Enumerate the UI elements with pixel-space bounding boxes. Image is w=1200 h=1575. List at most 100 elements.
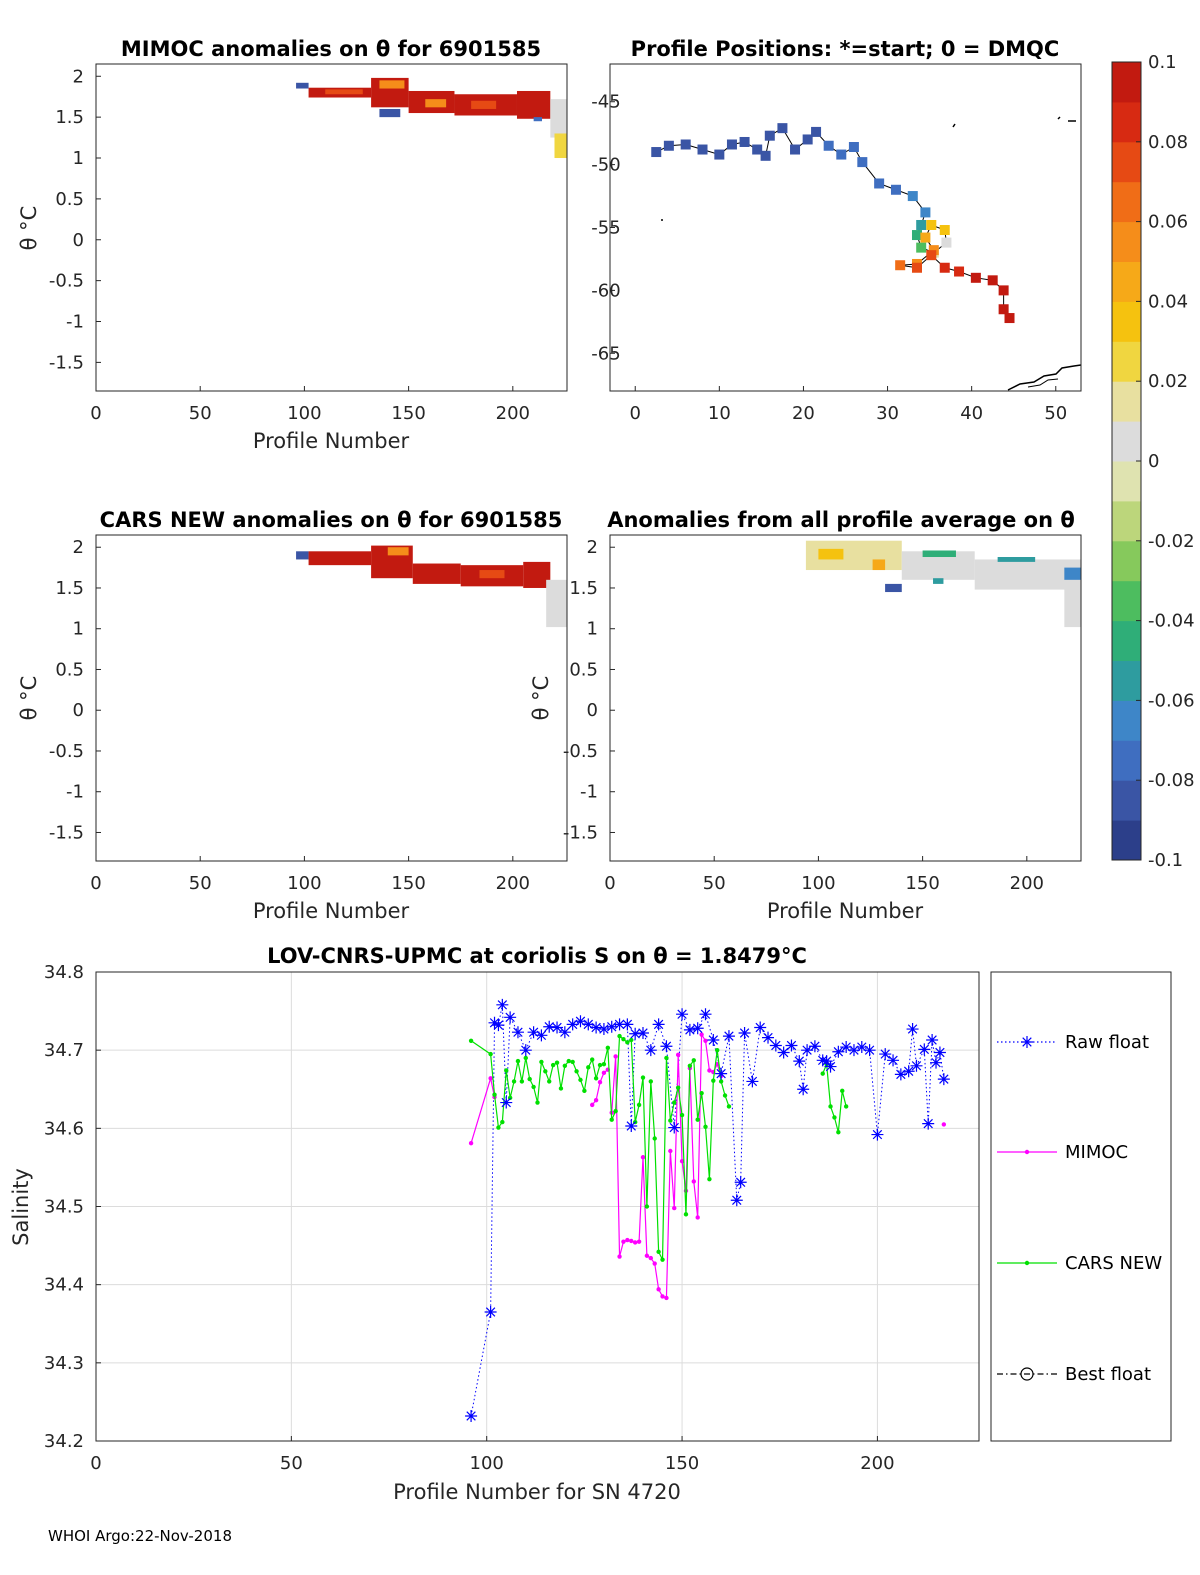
- positions-x-tick-label: 0: [630, 403, 641, 424]
- cars-new-point: [675, 1085, 681, 1090]
- cars-new-point: [550, 1062, 556, 1068]
- mimoc-point: [699, 1032, 704, 1037]
- mimoc-point: [621, 1239, 626, 1244]
- positions-x-ticks: 0 10 20 30 40 50: [630, 386, 1067, 424]
- profile-position-marker: [911, 230, 922, 241]
- cars-y-ticks: 2 1.5 1 0.5 0 -0.5 -1 -1.5: [49, 537, 101, 843]
- profile-position-marker: [726, 139, 737, 150]
- all-x-tick-label: 50: [703, 873, 726, 894]
- all-cell: [872, 559, 886, 571]
- raw-float-marker: [621, 1018, 634, 1031]
- panel-salinity: 0 50 100 150 200 34.834.734.634.534.434.334.…: [9, 944, 980, 1504]
- profile-position-marker: [760, 150, 771, 161]
- cars-new-point: [547, 1079, 552, 1084]
- mimoc-point: [636, 1239, 642, 1244]
- profile-position-marker: [970, 272, 981, 283]
- raw-float-marker: [738, 1026, 751, 1039]
- profile-position-marker: [663, 140, 674, 151]
- profile-position-marker: [823, 140, 834, 151]
- salinity-y-tick-label: 34.4: [44, 1275, 84, 1296]
- colorbar-tick-label: -0.1: [1148, 850, 1183, 871]
- cars-x-tick-label: 50: [189, 873, 212, 894]
- raw-float-marker: [636, 1026, 649, 1039]
- all-y-tick-label: 1.5: [569, 578, 598, 599]
- raw-float-marker: [863, 1044, 876, 1057]
- cars-x-tick-label: 0: [90, 873, 101, 894]
- cars-new-point: [601, 1062, 607, 1067]
- raw-float-marker: [730, 1194, 743, 1207]
- cars-new-point: [836, 1130, 841, 1135]
- profile-position-marker: [928, 245, 939, 256]
- raw-float-marker: [933, 1046, 946, 1059]
- colorbar-level: [1112, 341, 1141, 382]
- raw-float-marker: [566, 1018, 579, 1031]
- raw-float-marker: [629, 1027, 642, 1040]
- colorbar-level: [1112, 221, 1141, 262]
- cars-new-point: [644, 1204, 650, 1209]
- profile-position-marker: [811, 126, 822, 137]
- profile-position-marker: [920, 207, 931, 218]
- mimoc-y-tick-label: 2: [73, 66, 84, 87]
- profile-position-marker: [836, 149, 847, 160]
- cars-new-point: [840, 1088, 845, 1094]
- raw-float-marker: [769, 1039, 782, 1052]
- positions-y-ticks: -45 -50 -55 -60 -65: [591, 92, 620, 365]
- salinity-x-tick-label: 0: [90, 1453, 101, 1474]
- cars-y-label: θ °C: [17, 676, 41, 721]
- raw-float-marker: [605, 1020, 618, 1033]
- raw-float-marker: [707, 1034, 720, 1047]
- cars-new-point: [488, 1051, 493, 1057]
- salinity-y-tick-label: 34.6: [44, 1118, 84, 1139]
- cars-new-point: [519, 1079, 525, 1084]
- all-cell: [997, 557, 1036, 562]
- raw-float-marker: [535, 1029, 548, 1042]
- raw-float-marker: [668, 1121, 681, 1134]
- profile-position-marker: [926, 219, 937, 230]
- cars-y-tick-label: 2: [73, 537, 84, 558]
- colorbar-level: [1112, 780, 1141, 821]
- cars-axes-box: [95, 534, 568, 862]
- raw-float-marker: [734, 1176, 747, 1189]
- profile-position-marker: [998, 304, 1009, 315]
- mimoc-y-tick-label: 0.5: [55, 189, 84, 210]
- raw-float-marker: [519, 1044, 532, 1057]
- colorbar-level: [1112, 500, 1141, 542]
- mimoc-cell: [325, 89, 363, 95]
- cars-new-point: [648, 1079, 654, 1084]
- legend-marker: [1021, 1036, 1033, 1048]
- cars-new-point: [597, 1062, 603, 1068]
- mimoc-x-ticks: 0 50 100 150 200: [90, 386, 530, 424]
- cars-new-point: [843, 1104, 849, 1109]
- coastline: [661, 116, 1082, 391]
- colorbar-level: [1112, 620, 1141, 661]
- raw-float-line: [470, 1004, 945, 1417]
- salinity-x-ticks: 0 50 100 150 200: [90, 1436, 895, 1474]
- legend-label: CARS NEW: [1065, 1253, 1162, 1274]
- colorbar-level: [1112, 261, 1141, 302]
- cars-new-point: [652, 1136, 657, 1141]
- legend-marker: [1020, 1367, 1034, 1381]
- cars-new-point: [605, 1045, 611, 1051]
- mimoc-point: [695, 1215, 700, 1220]
- mimoc-x-tick-label: 200: [496, 403, 530, 424]
- raw-float-marker: [574, 1015, 587, 1028]
- cars-new-point: [535, 1100, 540, 1105]
- cars-new-point: [515, 1058, 521, 1064]
- mimoc-point: [593, 1097, 599, 1103]
- raw-float-marker: [691, 1022, 704, 1035]
- profile-position-marker: [987, 275, 998, 286]
- all-x-tick-label: 150: [905, 873, 939, 894]
- cars-new-point: [656, 1249, 661, 1255]
- mimoc-cell: [550, 99, 567, 138]
- mimoc-y-tick-label: -1: [66, 312, 84, 333]
- profile-position-marker: [1004, 313, 1015, 324]
- all-cell: [1064, 587, 1081, 628]
- mimoc-y-tick-label: 0: [73, 230, 84, 251]
- cars-new-point: [664, 1055, 669, 1061]
- cars-new-point: [609, 1117, 614, 1122]
- positions-x-tick-label: 10: [708, 403, 731, 424]
- profile-position-marker: [874, 178, 885, 189]
- profile-position-marker: [998, 285, 1009, 296]
- mimoc-cell: [533, 117, 542, 122]
- salinity-y-label: Salinity: [9, 1168, 33, 1246]
